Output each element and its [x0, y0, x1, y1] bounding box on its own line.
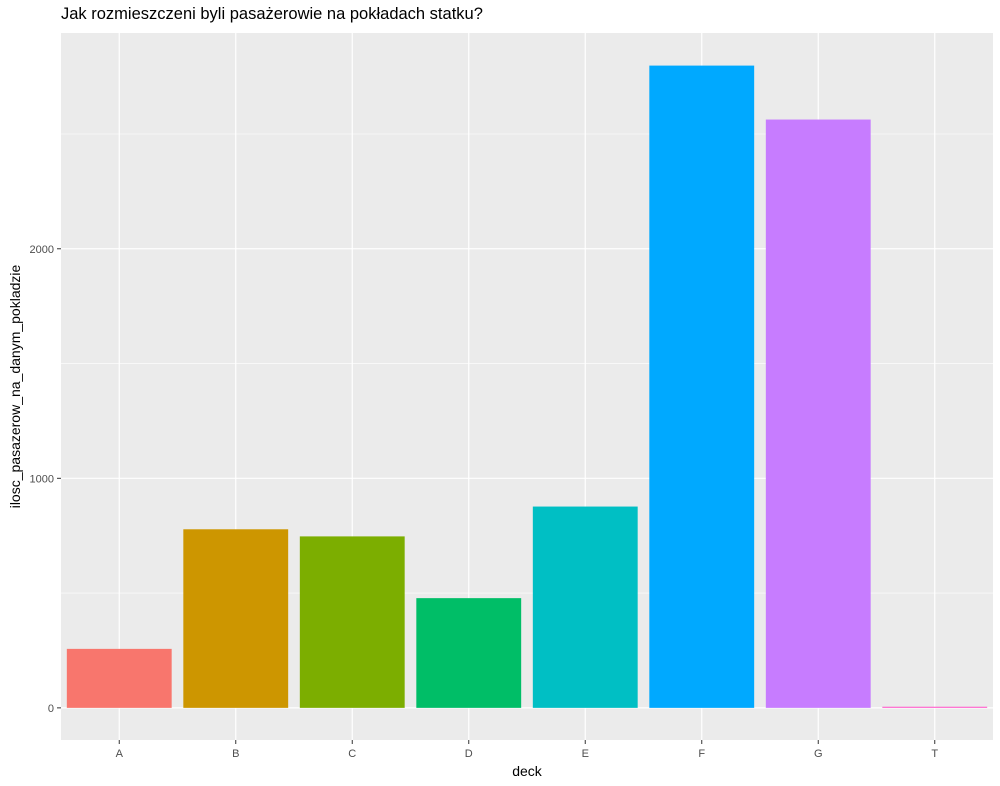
x-axis-title: deck [512, 763, 543, 779]
bar-c [299, 536, 405, 708]
bar-t [882, 706, 988, 708]
y-tick-label: 0 [48, 703, 54, 715]
x-tick-label: D [465, 748, 473, 760]
chart-title: Jak rozmieszczeni byli pasażerowie na po… [61, 5, 483, 23]
y-axis-title: ilosc_pasazerow_na_danym_pokladzie [7, 264, 23, 508]
bar-e [532, 506, 638, 708]
x-tick-label: A [116, 748, 124, 760]
y-tick-label: 2000 [30, 244, 54, 256]
bar-f [649, 65, 755, 708]
bars [66, 65, 988, 708]
axes: 0 1000 2000 A B C D E F G T [30, 244, 939, 760]
x-tick-label: C [348, 748, 356, 760]
x-tick-label: E [582, 748, 589, 760]
x-tick-label: T [931, 748, 938, 760]
bar-d [416, 598, 522, 708]
y-tick-label: 1000 [30, 473, 54, 485]
x-tick-label: G [814, 748, 823, 760]
x-tick-label: B [232, 748, 239, 760]
bar-b [183, 529, 289, 708]
bar-a [66, 648, 172, 708]
x-tick-label: F [698, 748, 705, 760]
bar-g [765, 119, 871, 708]
